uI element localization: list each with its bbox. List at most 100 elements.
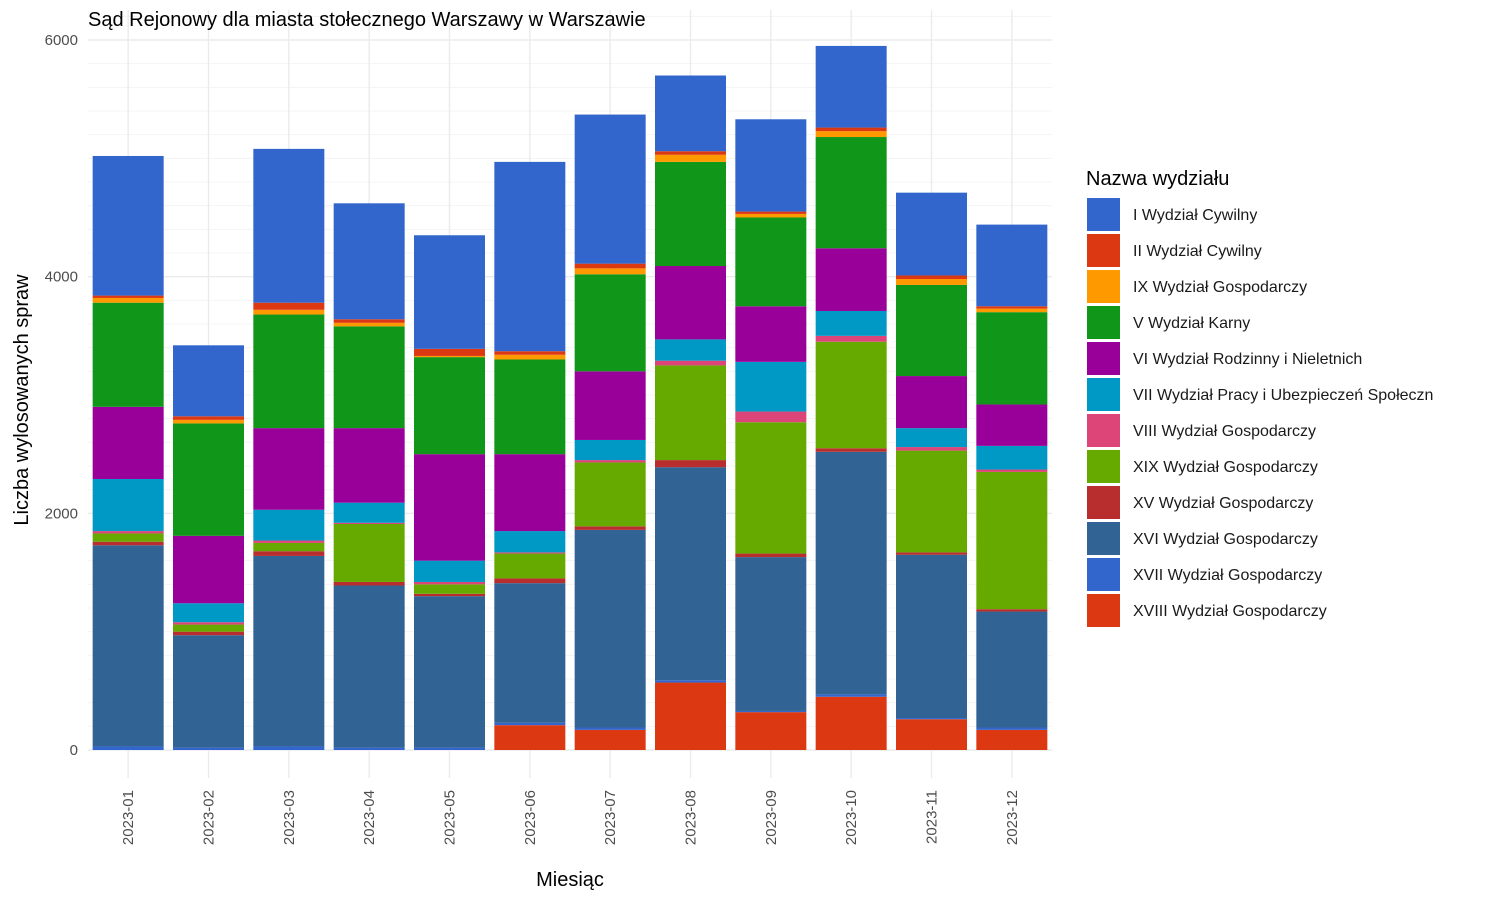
bar-segment: [815, 694, 887, 697]
bar-segment: [655, 460, 726, 468]
legend-swatch: [1087, 414, 1120, 447]
y-axis-ticks: 0 2000 4000 6000: [45, 32, 78, 759]
bar-segment: [655, 365, 726, 461]
legend-label: XVI Wydział Gospodarczy: [1133, 531, 1318, 548]
bar-segment: [574, 529, 646, 728]
bar-segment: [414, 593, 485, 597]
bar-segment: [173, 624, 244, 632]
bar-segment: [494, 531, 566, 553]
bar-segment: [815, 451, 887, 695]
bar-segment: [574, 439, 646, 461]
bar-segment: [735, 213, 807, 218]
bar-segment: [976, 306, 1048, 309]
bar-segment: [414, 581, 485, 585]
bar-segment: [655, 467, 726, 681]
legend-label: XVIII Wydział Gospodarczy: [1133, 603, 1327, 620]
bar-segment: [815, 448, 887, 452]
legend-label: VIII Wydział Gospodarczy: [1133, 423, 1316, 440]
bar-segment: [735, 211, 807, 214]
bar-segment: [333, 747, 405, 750]
legend-items: I Wydział Cywilny II Wydział Cywilny IX Wy…: [1087, 198, 1433, 627]
bar-segment: [253, 746, 325, 750]
y-tick-label: 6000: [45, 32, 78, 49]
bar-segment: [735, 361, 807, 412]
bar-segment: [976, 445, 1048, 470]
bar-segment: [896, 275, 967, 280]
bar-segment: [333, 319, 405, 323]
bar-segment: [173, 345, 244, 417]
bar-segment: [896, 552, 967, 555]
legend-swatch: [1087, 522, 1120, 555]
x-tick-label: 2023-04: [361, 790, 378, 845]
legend-label: XV Wydział Gospodarczy: [1133, 495, 1313, 512]
bar-segment: [574, 263, 646, 269]
legend-swatch: [1087, 270, 1120, 303]
legend-label: I Wydział Cywilny: [1133, 207, 1257, 224]
x-tick-label: 2023-09: [763, 790, 780, 845]
bar-segment: [896, 450, 967, 553]
x-tick-label: 2023-03: [281, 790, 298, 845]
bar-segment: [92, 531, 164, 534]
bar-segment: [574, 371, 646, 440]
bar-segment: [414, 584, 485, 594]
bar-segment: [173, 603, 244, 623]
bar-segment: [92, 295, 164, 298]
bar-segment: [333, 326, 405, 429]
bar-segment: [92, 155, 164, 296]
bar-segment: [655, 266, 726, 340]
bar-segment: [92, 545, 164, 747]
bar-segment: [896, 279, 967, 285]
bar-segment: [173, 635, 244, 748]
legend-label: VI Wydział Rodzinny i Nieletnich: [1133, 351, 1362, 368]
bar-segment: [173, 622, 244, 625]
bar-segment: [574, 114, 646, 264]
bar-segment: [735, 217, 807, 307]
x-tick-label: 2023-12: [1004, 790, 1021, 845]
legend: Nazwa wydziału I Wydział Cywilny II Wydzi…: [1086, 168, 1433, 627]
bar-segment: [976, 609, 1048, 612]
bar-segment: [735, 306, 807, 362]
x-tick-label: 2023-05: [442, 790, 459, 845]
legend-swatch: [1087, 594, 1120, 627]
bar-segment: [815, 341, 887, 449]
legend-swatch: [1087, 234, 1120, 267]
bar-segment: [253, 428, 325, 510]
y-tick-label: 4000: [45, 269, 78, 286]
legend-label: XVII Wydział Gospodarczy: [1133, 567, 1322, 584]
y-axis-title: Liczba wylosowanych spraw: [11, 274, 33, 526]
bar-segment: [976, 727, 1048, 730]
bar-segment: [253, 542, 325, 552]
bar-segment: [414, 355, 485, 358]
bar-segment: [655, 682, 726, 750]
bar-segment: [896, 428, 967, 448]
bar-segment: [494, 578, 566, 584]
x-tick-label: 2023-07: [602, 790, 619, 845]
bar-segment: [655, 360, 726, 366]
bar-segment: [574, 729, 646, 750]
bar-segment: [253, 314, 325, 429]
bar-segment: [735, 411, 807, 423]
bar-segment: [494, 161, 566, 352]
x-tick-label: 2023-08: [683, 790, 700, 845]
bar-segment: [655, 75, 726, 152]
bar-segment: [815, 45, 887, 128]
bar-segment: [574, 274, 646, 372]
bar-segment: [896, 192, 967, 276]
bar-segment: [494, 454, 566, 532]
bar-segment: [173, 416, 244, 420]
bar-segment: [735, 557, 807, 711]
bar-segment: [414, 454, 485, 561]
bar-segment: [976, 312, 1048, 405]
bar-segment: [414, 747, 485, 750]
x-axis-title: Miesiąc: [536, 869, 604, 891]
bar-segment: [173, 419, 244, 424]
bar-segment: [976, 404, 1048, 446]
bar-segment: [333, 203, 405, 320]
bar-segment: [494, 553, 566, 579]
bar-segment: [896, 376, 967, 429]
x-axis-ticks: 2023-01 2023-02 2023-03 2023-04 2023-05 2023-…: [120, 790, 1021, 845]
bar-segment: [655, 339, 726, 361]
bar-segment: [815, 310, 887, 336]
bar-segment: [333, 523, 405, 582]
bar-segment: [92, 746, 164, 750]
